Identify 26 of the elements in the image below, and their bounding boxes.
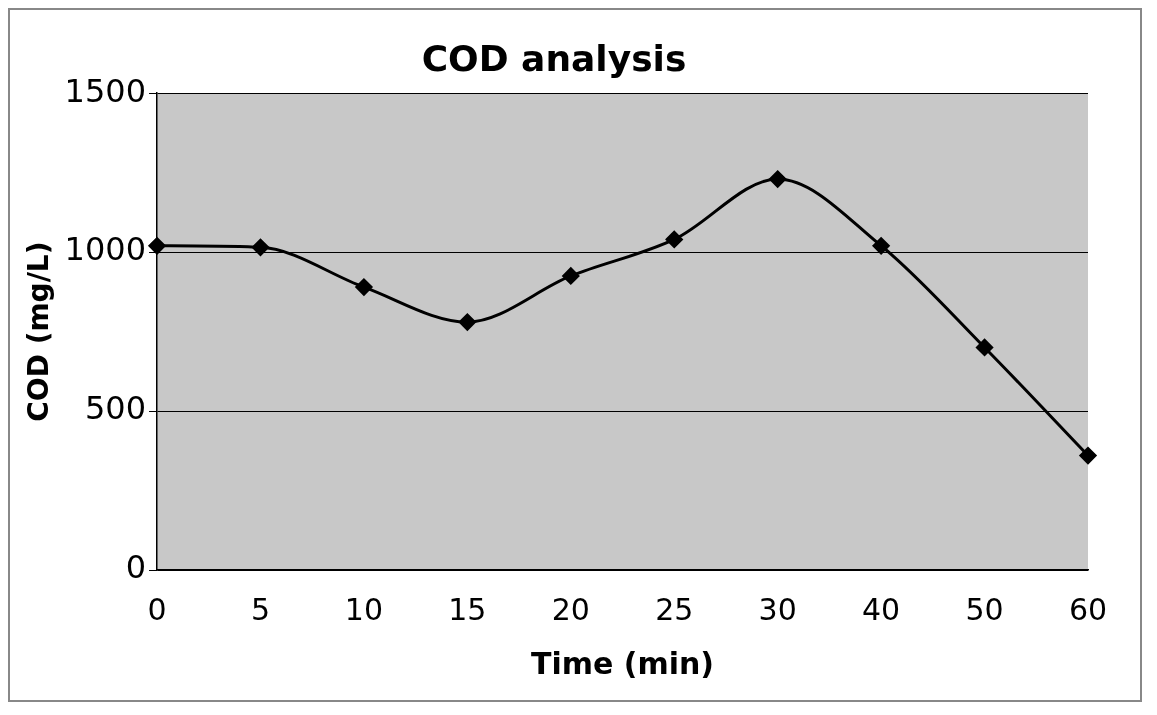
point xyxy=(872,237,890,255)
x-tick-label: 60 xyxy=(1068,591,1108,627)
point xyxy=(769,170,787,188)
point xyxy=(665,230,683,248)
y-axis-title: COD (mg/L) xyxy=(22,241,56,422)
x-tick-label: 25 xyxy=(655,591,694,627)
point xyxy=(562,267,580,285)
x-tick-label: 30 xyxy=(758,591,797,627)
point xyxy=(458,313,476,331)
chart-title: COD analysis xyxy=(421,37,687,79)
point xyxy=(251,238,269,256)
point xyxy=(1079,447,1097,465)
x-tick-label: 15 xyxy=(448,591,487,627)
point xyxy=(976,338,994,356)
x-tick-label: 20 xyxy=(551,591,590,627)
y-tick-label: 1000 xyxy=(64,230,147,269)
x-tick-label: 50 xyxy=(965,591,1004,627)
x-tick-label: 40 xyxy=(862,591,901,627)
y-tick-label: 500 xyxy=(84,389,147,428)
y-tick-label: 0 xyxy=(125,548,147,587)
point xyxy=(355,278,373,296)
x-tick-label: 5 xyxy=(250,591,271,627)
y-tick-label: 1500 xyxy=(64,71,147,110)
point xyxy=(148,237,166,255)
x-tick-label: 10 xyxy=(344,591,384,627)
x-axis-title: Time (min) xyxy=(530,645,715,681)
